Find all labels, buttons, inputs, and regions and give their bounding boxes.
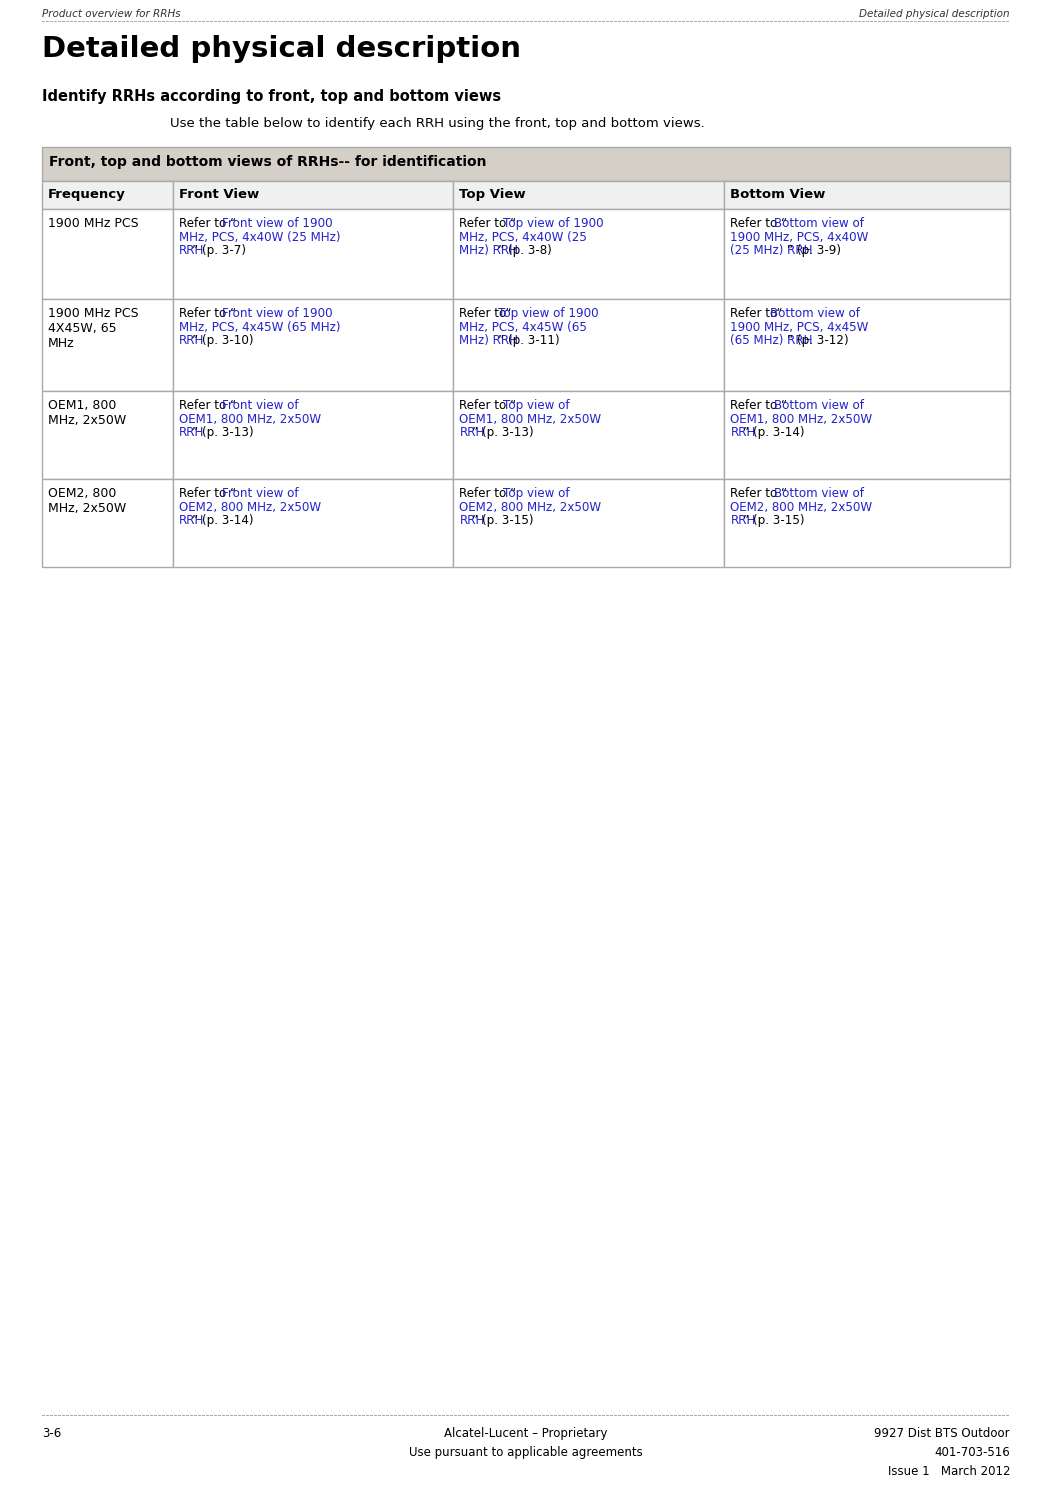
- Bar: [725, 181, 1010, 210]
- Text: Front View: Front View: [179, 187, 259, 201]
- Text: ” (p. 3-8): ” (p. 3-8): [499, 244, 552, 257]
- Bar: [42, 479, 173, 567]
- Bar: [42, 210, 173, 299]
- Text: ” (p. 3-14): ” (p. 3-14): [191, 515, 254, 526]
- Text: RRH: RRH: [730, 515, 755, 526]
- Text: OEM2, 800
MHz, 2x50W: OEM2, 800 MHz, 2x50W: [48, 488, 126, 515]
- Text: OEM2, 800 MHz, 2x50W: OEM2, 800 MHz, 2x50W: [460, 501, 602, 513]
- Text: ” (p. 3-11): ” (p. 3-11): [499, 335, 560, 346]
- Text: ” (p. 3-13): ” (p. 3-13): [472, 425, 534, 439]
- Bar: [173, 479, 453, 567]
- Text: RRH: RRH: [460, 515, 485, 526]
- Text: Front view of 1900: Front view of 1900: [222, 306, 332, 320]
- Bar: [725, 299, 1010, 391]
- Text: 1900 MHz PCS: 1900 MHz PCS: [48, 217, 139, 230]
- Text: Refer to “: Refer to “: [179, 306, 236, 320]
- Bar: [42, 299, 173, 391]
- Text: 1900 MHz, PCS, 4x45W: 1900 MHz, PCS, 4x45W: [730, 321, 869, 333]
- Text: Top view of 1900: Top view of 1900: [499, 306, 599, 320]
- Bar: [453, 210, 725, 299]
- Text: Top view of 1900: Top view of 1900: [503, 217, 604, 230]
- Text: Front, top and bottom views of RRHs-- for identification: Front, top and bottom views of RRHs-- fo…: [49, 155, 486, 170]
- Bar: [173, 299, 453, 391]
- Text: ” (p. 3-14): ” (p. 3-14): [744, 425, 805, 439]
- Bar: [725, 391, 1010, 479]
- Text: Refer to “: Refer to “: [179, 217, 236, 230]
- Text: RRH: RRH: [730, 425, 755, 439]
- Text: Detailed physical description: Detailed physical description: [42, 36, 521, 62]
- Text: Refer to “: Refer to “: [179, 399, 236, 412]
- Text: OEM1, 800 MHz, 2x50W: OEM1, 800 MHz, 2x50W: [179, 412, 321, 425]
- Text: Front view of: Front view of: [222, 488, 299, 500]
- Bar: [453, 299, 725, 391]
- Text: RRH: RRH: [179, 335, 204, 346]
- Bar: [42, 181, 173, 210]
- Text: Alcatel-Lucent – Proprietary
Use pursuant to applicable agreements: Alcatel-Lucent – Proprietary Use pursuan…: [409, 1428, 643, 1459]
- Text: RRH: RRH: [179, 515, 204, 526]
- Text: Refer to “: Refer to “: [179, 488, 236, 500]
- Bar: [42, 147, 1010, 181]
- Text: Bottom view of: Bottom view of: [769, 306, 859, 320]
- Bar: [453, 391, 725, 479]
- Text: RRH: RRH: [179, 425, 204, 439]
- Bar: [725, 210, 1010, 299]
- Text: Refer to “: Refer to “: [730, 488, 788, 500]
- Text: Bottom view of: Bottom view of: [774, 488, 864, 500]
- Text: 1900 MHz, PCS, 4x40W: 1900 MHz, PCS, 4x40W: [730, 230, 869, 244]
- Text: OEM1, 800 MHz, 2x50W: OEM1, 800 MHz, 2x50W: [730, 412, 872, 425]
- Text: MHz) RRH: MHz) RRH: [460, 335, 522, 346]
- Text: ” (p. 3-7): ” (p. 3-7): [191, 244, 246, 257]
- Text: Top view of: Top view of: [503, 399, 569, 412]
- Text: OEM1, 800
MHz, 2x50W: OEM1, 800 MHz, 2x50W: [48, 399, 126, 427]
- Text: Detailed physical description: Detailed physical description: [859, 9, 1010, 19]
- Text: Refer to “: Refer to “: [460, 488, 517, 500]
- Text: Frequency: Frequency: [48, 187, 126, 201]
- Bar: [725, 479, 1010, 567]
- Text: Top View: Top View: [460, 187, 526, 201]
- Text: 9927 Dist BTS Outdoor
401-703-516
Issue 1   March 2012: 9927 Dist BTS Outdoor 401-703-516 Issue …: [874, 1428, 1010, 1478]
- Text: Refer to “: Refer to “: [730, 217, 788, 230]
- Text: ” (p. 3-10): ” (p. 3-10): [191, 335, 254, 346]
- Text: Refer to “: Refer to “: [460, 399, 517, 412]
- Text: ” (p. 3-15): ” (p. 3-15): [472, 515, 534, 526]
- Text: (25 MHz) RRH: (25 MHz) RRH: [730, 244, 816, 257]
- Text: (65 MHz) RRH: (65 MHz) RRH: [730, 335, 816, 346]
- Bar: [173, 210, 453, 299]
- Text: Product overview for RRHs: Product overview for RRHs: [42, 9, 181, 19]
- Text: MHz) RRH: MHz) RRH: [460, 244, 522, 257]
- Text: RRH: RRH: [179, 244, 204, 257]
- Text: Front view of: Front view of: [222, 399, 299, 412]
- Text: MHz, PCS, 4x45W (65 MHz): MHz, PCS, 4x45W (65 MHz): [179, 321, 340, 333]
- Text: MHz, PCS, 4x45W (65: MHz, PCS, 4x45W (65: [460, 321, 587, 333]
- Text: 3-6: 3-6: [42, 1428, 61, 1439]
- Bar: [173, 391, 453, 479]
- Text: ” (p. 3-13): ” (p. 3-13): [191, 425, 254, 439]
- Bar: [453, 181, 725, 210]
- Text: ” (p. 3-12): ” (p. 3-12): [787, 335, 849, 346]
- Text: Refer to“: Refer to“: [460, 306, 512, 320]
- Text: OEM1, 800 MHz, 2x50W: OEM1, 800 MHz, 2x50W: [460, 412, 602, 425]
- Text: Identify RRHs according to front, top and bottom views: Identify RRHs according to front, top an…: [42, 89, 501, 104]
- Text: Front view of 1900: Front view of 1900: [222, 217, 332, 230]
- Text: OEM2, 800 MHz, 2x50W: OEM2, 800 MHz, 2x50W: [179, 501, 321, 513]
- Bar: [173, 181, 453, 210]
- Text: Refer to “: Refer to “: [730, 399, 788, 412]
- Text: ” (p. 3-15): ” (p. 3-15): [744, 515, 805, 526]
- Text: Use the table below to identify each RRH using the front, top and bottom views.: Use the table below to identify each RRH…: [170, 117, 705, 129]
- Text: Top view of: Top view of: [503, 488, 569, 500]
- Text: Refer to “: Refer to “: [460, 217, 517, 230]
- Text: MHz, PCS, 4x40W (25: MHz, PCS, 4x40W (25: [460, 230, 587, 244]
- Text: Bottom View: Bottom View: [730, 187, 826, 201]
- Bar: [453, 479, 725, 567]
- Text: OEM2, 800 MHz, 2x50W: OEM2, 800 MHz, 2x50W: [730, 501, 872, 513]
- Text: Refer to“: Refer to“: [730, 306, 783, 320]
- Text: Bottom view of: Bottom view of: [774, 399, 864, 412]
- Text: RRH: RRH: [460, 425, 485, 439]
- Text: MHz, PCS, 4x40W (25 MHz): MHz, PCS, 4x40W (25 MHz): [179, 230, 340, 244]
- Text: 1900 MHz PCS
4X45W, 65
MHz: 1900 MHz PCS 4X45W, 65 MHz: [48, 306, 139, 349]
- Text: Bottom view of: Bottom view of: [774, 217, 864, 230]
- Text: ” (p. 3-9): ” (p. 3-9): [787, 244, 841, 257]
- Bar: [42, 391, 173, 479]
